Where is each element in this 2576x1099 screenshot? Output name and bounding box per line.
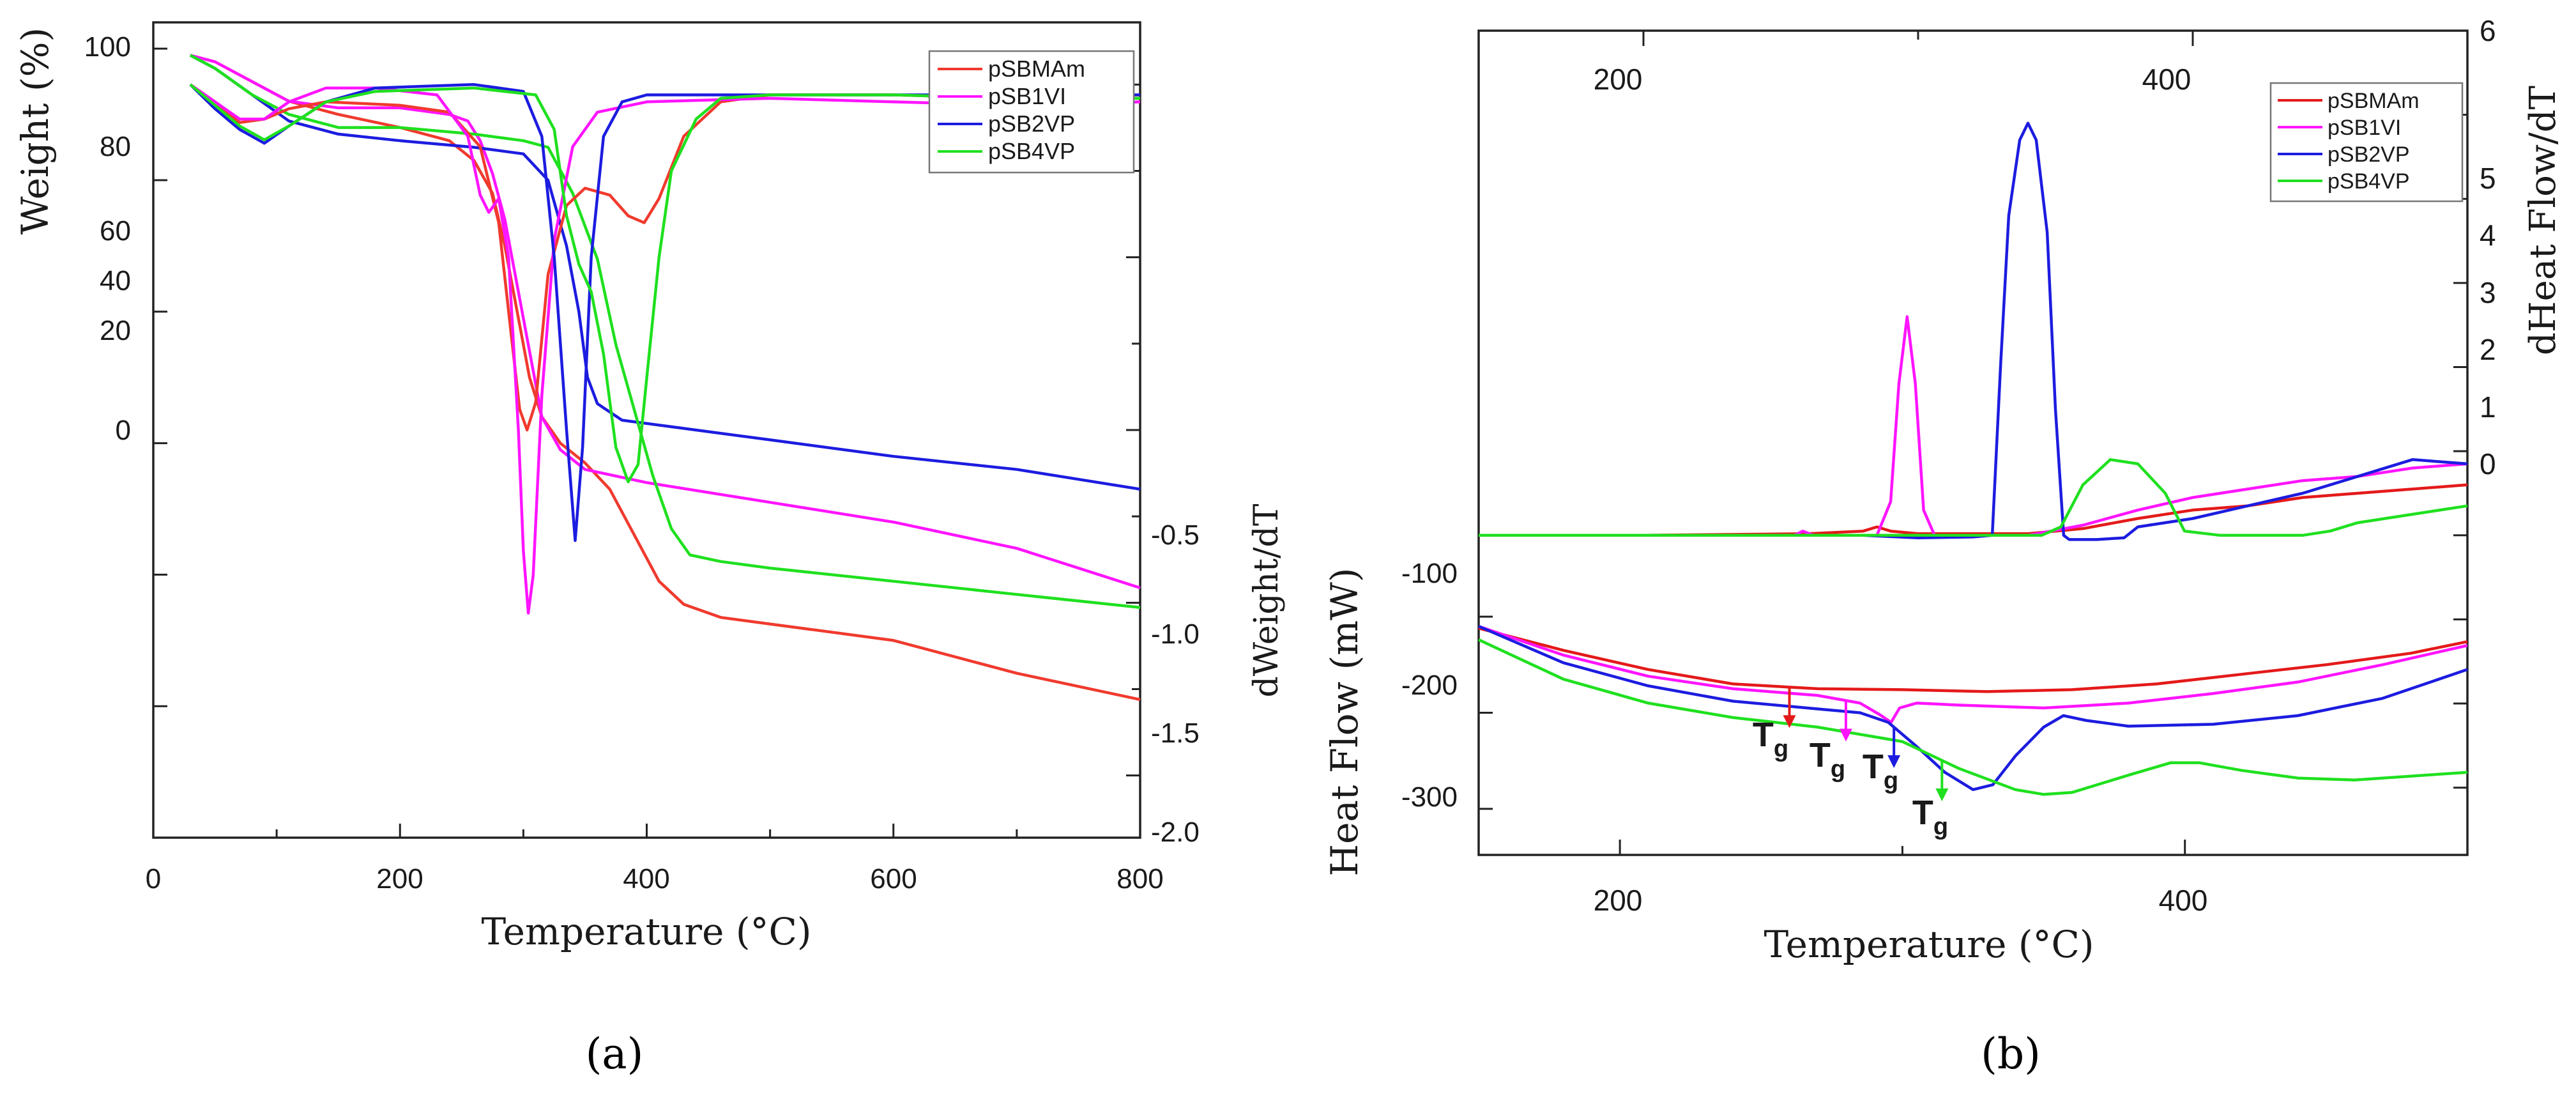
tg-label-psb4vp: Tg bbox=[1912, 794, 1948, 840]
tg-subscript: g bbox=[1831, 756, 1845, 783]
legend-label: pSB4VP bbox=[988, 138, 1075, 164]
series-line-psb2vp-derivative bbox=[189, 83, 1140, 542]
tg-arrow-head bbox=[1839, 728, 1852, 742]
axis-ticks bbox=[152, 47, 1141, 838]
y2-axis-title: dWeight/dT bbox=[1247, 503, 1286, 697]
y2-tick-label: 1 bbox=[2480, 390, 2496, 424]
y2-tick-label: 2 bbox=[2480, 333, 2496, 366]
panel-a-thermogravimetric: 0 200 400 600 800 0 20 40 60 80 100 -0.5… bbox=[13, 21, 1286, 1079]
series-line-psb4vp-derivative bbox=[1479, 458, 2468, 537]
tg-symbol: T bbox=[1912, 794, 1933, 832]
y-tick-label: -200 bbox=[1401, 670, 1458, 701]
y-axis-title: Weight (%) bbox=[13, 27, 57, 234]
tg-arrow-head bbox=[1887, 755, 1901, 769]
legend-label: pSB2VP bbox=[988, 111, 1075, 137]
data-series-group bbox=[1478, 121, 2468, 796]
y2-tick-label: 0 bbox=[2480, 447, 2496, 480]
panel-label-a: (a) bbox=[586, 1029, 644, 1079]
legend: pSBMAm pSB1VI pSB2VP pSB4VP bbox=[928, 50, 1135, 174]
plot-frame bbox=[1477, 29, 2469, 856]
series-line-psb2vp-heat-flow bbox=[1478, 625, 2468, 792]
y2-tick-label: 6 bbox=[2480, 14, 2496, 47]
legend-label: pSBMAm bbox=[988, 56, 1085, 82]
y2-tick-label: -2.0 bbox=[1151, 817, 1200, 848]
series-line-psbmam-heat-flow bbox=[1478, 627, 2468, 693]
tg-arrow-head bbox=[1935, 788, 1949, 802]
tg-label-psbmam: Tg bbox=[1753, 716, 1788, 762]
y-tick-label: 0 bbox=[116, 415, 131, 446]
x-axis-title: Temperature (°C) bbox=[1764, 923, 2094, 966]
tg-annotations: Tg Tg Tg Tg bbox=[1753, 687, 1949, 840]
series-line-psb1vi-derivative bbox=[1479, 315, 2468, 537]
series-line-psbmam-derivative bbox=[1479, 483, 2468, 537]
y-tick-label: 40 bbox=[100, 265, 131, 296]
x-tick-label: 800 bbox=[1117, 863, 1163, 895]
x-tick-label: 200 bbox=[376, 863, 423, 895]
series-line-psb4vp-derivative bbox=[189, 83, 1140, 484]
legend-label: pSB1VI bbox=[988, 83, 1066, 109]
tg-subscript: g bbox=[1884, 767, 1898, 794]
y-tick-label: 60 bbox=[100, 215, 131, 247]
y-tick-label: 100 bbox=[84, 31, 131, 63]
y2-tick-label: -1.5 bbox=[1151, 718, 1200, 749]
legend-label: pSB4VP bbox=[2328, 169, 2410, 194]
x-tick-label: 200 bbox=[1594, 884, 1643, 917]
legend-label: pSB2VP bbox=[2328, 142, 2410, 167]
tg-label-psb1vi: Tg bbox=[1810, 736, 1845, 783]
y-axis-title: Heat Flow (mW) bbox=[1323, 568, 1366, 877]
x-axis-title: Temperature (°C) bbox=[481, 910, 811, 953]
y-tick-label: -100 bbox=[1401, 558, 1458, 589]
tg-label-psb2vp: Tg bbox=[1863, 748, 1898, 794]
x-tick-label: 400 bbox=[2159, 884, 2208, 917]
axis-ticks bbox=[1479, 29, 2469, 855]
y-tick-label: 20 bbox=[100, 315, 131, 346]
tg-symbol: T bbox=[1863, 748, 1884, 786]
tg-subscript: g bbox=[1933, 813, 1948, 840]
tg-subscript: g bbox=[1774, 735, 1788, 762]
panel-b-dsc: 200 400 200 400 -100 -200 -300 0 1 2 3 4… bbox=[1323, 14, 2564, 1079]
tg-arrow-head bbox=[1783, 715, 1796, 728]
series-line-psb2vp-weight bbox=[189, 54, 1141, 491]
y2-tick-label: -1.0 bbox=[1151, 619, 1200, 650]
legend-label: pSB1VI bbox=[2328, 116, 2401, 140]
data-series-group bbox=[189, 54, 1141, 702]
legend-box bbox=[928, 50, 1135, 174]
tg-symbol: T bbox=[1753, 716, 1774, 754]
y2-tick-label: 4 bbox=[2480, 219, 2496, 252]
x-tick-label: 0 bbox=[146, 863, 161, 895]
panel-label-b: (b) bbox=[1981, 1029, 2041, 1079]
legend: pSBMAm pSB1VI pSB2VP pSB4VP bbox=[2269, 82, 2464, 203]
series-line-psb4vp-heat-flow bbox=[1478, 638, 2468, 796]
series-line-psbmam-derivative bbox=[189, 83, 1141, 432]
series-line-psb4vp-weight bbox=[189, 54, 1141, 610]
y2-tick-label: -0.5 bbox=[1151, 519, 1200, 551]
y-tick-label: -300 bbox=[1401, 781, 1458, 813]
series-line-psb1vi-weight bbox=[190, 54, 1141, 590]
top-x-tick-label: 200 bbox=[1594, 63, 1643, 96]
x-tick-label: 400 bbox=[623, 863, 669, 895]
y2-axis-title: dHeat Flow/dT bbox=[2522, 86, 2564, 355]
series-line-psb1vi-derivative bbox=[189, 83, 1141, 615]
tg-symbol: T bbox=[1810, 736, 1831, 774]
y2-tick-label: 3 bbox=[2480, 276, 2496, 309]
series-line-psb1vi-heat-flow bbox=[1478, 625, 2468, 724]
y2-tick-label: 5 bbox=[2480, 162, 2496, 195]
legend-label: pSBMAm bbox=[2328, 89, 2420, 113]
y-tick-label: 80 bbox=[100, 131, 131, 162]
x-tick-label: 600 bbox=[870, 863, 917, 895]
top-x-tick-label: 400 bbox=[2142, 63, 2191, 96]
